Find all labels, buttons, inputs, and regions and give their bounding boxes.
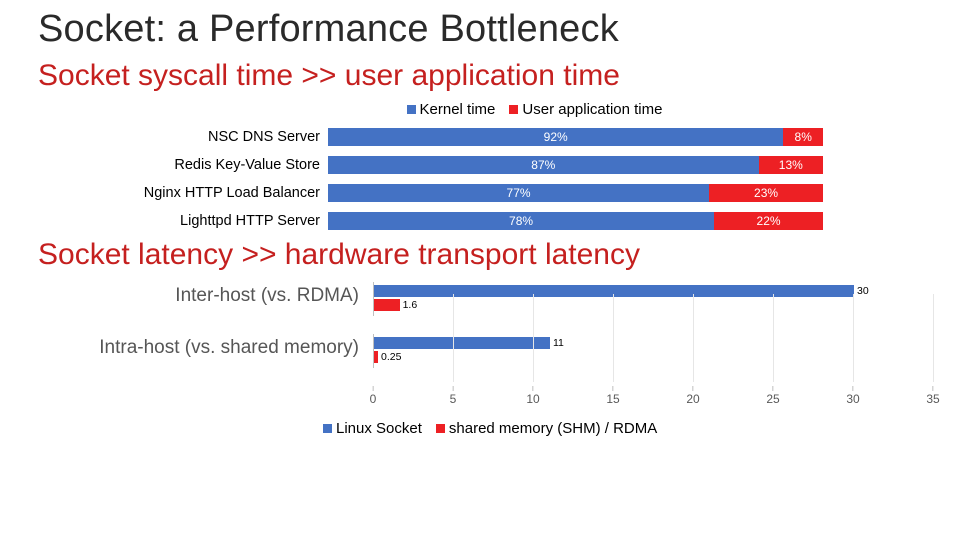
chart2-gridline: [613, 294, 614, 382]
chart2-tick-mark: [852, 386, 853, 391]
chart1-segment: 77%: [328, 184, 709, 202]
chart2-gridline: [933, 294, 934, 382]
chart2-gridline: [453, 294, 454, 382]
chart2-bar-value: 30: [854, 285, 869, 297]
chart1-row-label: Lighttpd HTTP Server: [123, 213, 328, 229]
legend-label: shared memory (SHM) / RDMA: [449, 420, 657, 437]
chart2-tick-mark: [932, 386, 933, 391]
chart2-tick-mark: [453, 386, 454, 391]
chart2-tick-mark: [772, 386, 773, 391]
chart2-legend: Linux Socket shared memory (SHM) / RDMA: [323, 420, 657, 437]
chart2-gridline: [773, 294, 774, 382]
chart2-row-label: Inter-host (vs. RDMA): [38, 282, 373, 310]
chart1-row: NSC DNS Server92%8%: [123, 126, 823, 148]
chart2-tick: 10: [526, 386, 539, 406]
chart1-row-label: Nginx HTTP Load Balancer: [123, 185, 328, 201]
chart1-bar: 77%23%: [328, 184, 823, 202]
chart2-tick: 15: [606, 386, 619, 406]
chart1-bar: 87%13%: [328, 156, 823, 174]
chart2-x-axis: 05101520253035: [373, 386, 933, 412]
chart2-tick: 35: [926, 386, 939, 406]
legend-item: Kernel time: [407, 101, 496, 118]
chart2-grouped-bar: Inter-host (vs. RDMA)301.6Intra-host (vs…: [38, 282, 951, 368]
chart2-tick-mark: [532, 386, 533, 391]
legend-swatch: [509, 105, 518, 114]
chart2-tick-mark: [692, 386, 693, 391]
chart2-tick: 5: [450, 386, 457, 406]
chart1-bar: 92%8%: [328, 128, 823, 146]
chart1-segment: 78%: [328, 212, 714, 230]
chart2-tick-label: 35: [926, 392, 939, 406]
legend-item: User application time: [509, 101, 662, 118]
chart2-gridline: [853, 294, 854, 382]
chart1-row-label: NSC DNS Server: [123, 129, 328, 145]
chart2-gridline: [693, 294, 694, 382]
chart1-segment: 23%: [709, 184, 823, 202]
chart2-row-label: Intra-host (vs. shared memory): [38, 334, 373, 362]
chart1-legend: Kernel time User application time: [407, 101, 663, 118]
chart2-tick-label: 25: [766, 392, 779, 406]
chart2-tick: 0: [370, 386, 377, 406]
chart1-segment: 22%: [714, 212, 823, 230]
chart2-tick: 25: [766, 386, 779, 406]
chart2-tick: 20: [686, 386, 699, 406]
chart1-stacked-bar: NSC DNS Server92%8%Redis Key-Value Store…: [123, 126, 823, 232]
chart2-bar-value: 0.25: [378, 351, 401, 363]
legend-swatch: [407, 105, 416, 114]
chart2-bar: 1.6: [374, 299, 400, 311]
chart2-bar-value: 1.6: [400, 299, 418, 311]
legend-swatch: [436, 424, 445, 433]
chart2-tick-mark: [612, 386, 613, 391]
chart1-segment: 92%: [328, 128, 783, 146]
chart1-bar: 78%22%: [328, 212, 823, 230]
chart2-tick-mark: [373, 386, 374, 391]
chart2-bar: 11: [374, 337, 550, 349]
legend-item: shared memory (SHM) / RDMA: [436, 420, 657, 437]
chart2-tick-label: 15: [606, 392, 619, 406]
chart2-row: Intra-host (vs. shared memory)110.25: [38, 334, 951, 368]
subtitle-latency: Socket latency >> hardware transport lat…: [38, 238, 951, 272]
chart2-tick-label: 20: [686, 392, 699, 406]
subtitle-syscall: Socket syscall time >> user application …: [38, 59, 951, 93]
chart1-row-label: Redis Key-Value Store: [123, 157, 328, 173]
legend-label: Kernel time: [420, 101, 496, 118]
legend-swatch: [323, 424, 332, 433]
chart2-tick: 30: [846, 386, 859, 406]
chart2-bar-value: 11: [550, 337, 564, 349]
chart2-tick-label: 5: [450, 392, 457, 406]
chart2-bar-cell: 110.25: [373, 334, 933, 368]
chart1-segment: 13%: [759, 156, 823, 174]
chart2-bar: 30: [374, 285, 854, 297]
chart1-segment: 87%: [328, 156, 759, 174]
chart2-tick-label: 0: [370, 392, 377, 406]
legend-label: Linux Socket: [336, 420, 422, 437]
chart1-segment: 8%: [783, 128, 823, 146]
chart2-gridline: [533, 294, 534, 382]
chart1-row: Nginx HTTP Load Balancer77%23%: [123, 182, 823, 204]
chart2-bar: 0.25: [374, 351, 378, 363]
chart2-row: Inter-host (vs. RDMA)301.6: [38, 282, 951, 316]
chart2-bar-cell: 301.6: [373, 282, 933, 316]
page-title: Socket: a Performance Bottleneck: [38, 8, 951, 51]
legend-item: Linux Socket: [323, 420, 422, 437]
chart2-tick-label: 10: [526, 392, 539, 406]
chart1-row: Lighttpd HTTP Server78%22%: [123, 210, 823, 232]
chart1-row: Redis Key-Value Store87%13%: [123, 154, 823, 176]
legend-label: User application time: [522, 101, 662, 118]
chart2-tick-label: 30: [846, 392, 859, 406]
